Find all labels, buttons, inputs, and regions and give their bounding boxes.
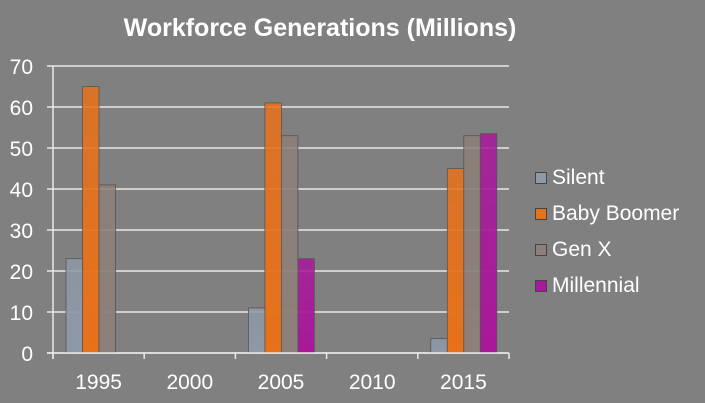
- bar-baby-boomer-2015: [446, 168, 465, 354]
- legend-label: Millennial: [552, 274, 640, 297]
- legend-item: Millennial: [535, 268, 679, 304]
- bar-millennial-2005: [297, 258, 315, 354]
- chart-title: Workforce Generations (Millions): [123, 14, 517, 42]
- y-tick-label: 50: [10, 138, 33, 161]
- legend-item: Gen X: [535, 232, 679, 268]
- y-tick-label: 10: [10, 302, 33, 325]
- legend-swatch: [535, 280, 547, 292]
- bar-millennial-2015: [479, 133, 498, 354]
- chart-legend: Silent Baby Boomer Gen X Millennial: [535, 160, 679, 304]
- legend-item: Baby Boomer: [535, 196, 679, 232]
- legend-swatch: [535, 208, 547, 220]
- x-tick-label: 2000: [166, 371, 213, 394]
- bar-gen-x-2005: [280, 135, 299, 354]
- y-tick-label: 40: [10, 179, 33, 202]
- bar-baby-boomer-1995: [82, 86, 100, 354]
- y-tick-label: 20: [10, 261, 33, 284]
- legend-label: Gen X: [552, 238, 612, 261]
- x-tick-label: 1995: [75, 371, 122, 394]
- y-tick-label: 0: [21, 343, 33, 366]
- x-tick-label: 2010: [349, 371, 396, 394]
- legend-label: Baby Boomer: [552, 202, 680, 225]
- x-tick-label: 2005: [258, 371, 305, 394]
- legend-swatch: [535, 172, 547, 184]
- legend-swatch: [535, 244, 547, 256]
- bar-silent-2005: [247, 307, 266, 354]
- bar-silent-1995: [65, 258, 83, 354]
- y-tick-label: 60: [10, 97, 33, 120]
- y-tick-label: 30: [10, 220, 33, 243]
- legend-item: Silent: [535, 160, 679, 196]
- legend-label: Silent: [552, 166, 605, 189]
- bar-gen-x-2015: [463, 135, 481, 354]
- x-tick-label: 2015: [440, 371, 487, 394]
- bar-silent-2015: [430, 338, 448, 354]
- y-tick-label: 70: [10, 56, 33, 79]
- bar-baby-boomer-2005: [264, 102, 282, 354]
- bar-gen-x-1995: [98, 184, 116, 354]
